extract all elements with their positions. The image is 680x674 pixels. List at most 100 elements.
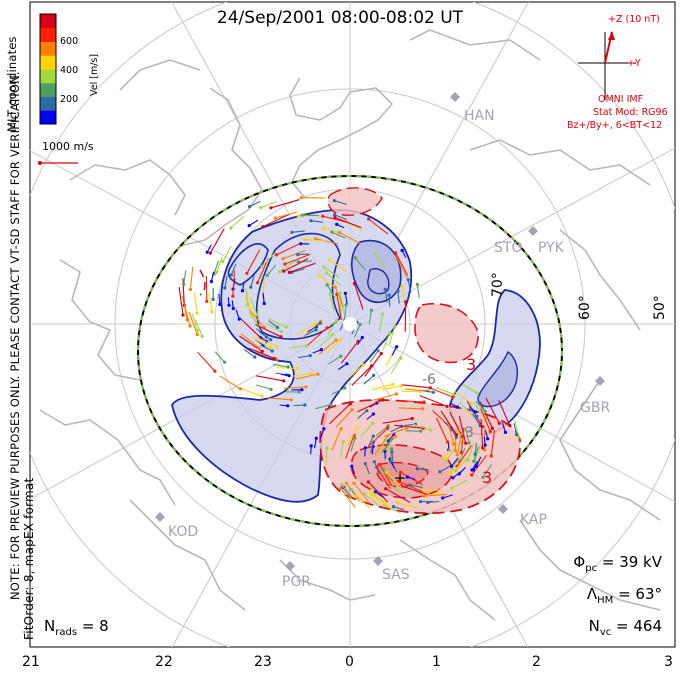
velocity-vector (397, 502, 417, 509)
velocity-vector (401, 384, 431, 389)
velocity-vector (309, 322, 321, 332)
phi-symbol: Φ (573, 553, 586, 571)
velocity-vector (355, 495, 371, 509)
velocity-vector (416, 284, 420, 299)
velocity-vector (318, 275, 336, 289)
nvc-value: = 464 (616, 617, 662, 635)
velocity-vector (319, 334, 334, 347)
velocity-vector (456, 444, 473, 467)
velocity-vector (428, 386, 454, 398)
velocity-vector (261, 253, 275, 267)
velocity-vector (398, 407, 423, 410)
velocity-vector (446, 420, 455, 445)
velocity-vector (334, 200, 347, 206)
nrads-symbol: N (44, 617, 56, 635)
velocity-vector (474, 443, 478, 455)
scale-vector (38, 161, 78, 165)
velocity-vector (407, 476, 416, 480)
velocity-vector (282, 249, 306, 260)
velocity-vector (368, 218, 389, 235)
velocity-vector (315, 238, 339, 245)
velocity-vector (357, 337, 363, 346)
velocity-vector (329, 403, 351, 425)
colorbar-tick-600: 600 (60, 36, 79, 47)
radar-count: Nrads = 8 (44, 617, 109, 638)
mlt-label-3: 3 (664, 654, 673, 670)
velocity-vector (467, 442, 475, 461)
velocity-vector (284, 386, 306, 389)
lambda-subscript: HM (597, 595, 614, 606)
velocity-vector (275, 211, 298, 219)
velocity-vector (178, 287, 184, 316)
velocity-vector (383, 427, 407, 438)
velocity-vector (468, 407, 478, 417)
colorbar-segment (40, 41, 56, 56)
velocity-vector (246, 249, 261, 274)
velocity-vector (351, 466, 356, 475)
velocity-colorbar (39, 13, 57, 125)
velocity-vector (248, 219, 259, 227)
velocity-vector (379, 463, 393, 487)
nvc-subscript: vc (599, 627, 612, 638)
nrads-value: = 8 (81, 617, 109, 635)
velocity-vector (343, 304, 347, 320)
latitude-label-50: 50° (652, 295, 668, 320)
velocity-vector (277, 367, 297, 369)
lambda-symbol: Λ (586, 585, 598, 603)
velocity-vector (210, 271, 215, 282)
velocity-vector (385, 471, 403, 488)
velocity-vector (442, 494, 453, 499)
velocity-vector (284, 253, 311, 265)
velocity-vector (255, 328, 267, 338)
velocity-vector (305, 329, 317, 336)
velocity-vector (334, 286, 345, 308)
velocity-vector (391, 451, 394, 464)
velocity-vector (326, 339, 341, 354)
dayside-red-cells (199, 187, 479, 364)
velocity-vector (382, 332, 391, 350)
velocity-vector (276, 243, 300, 256)
site-label-pyk: PYK (538, 240, 564, 256)
velocity-vector (305, 238, 326, 242)
velocity-vector (209, 228, 225, 254)
velocity-vector (371, 446, 374, 455)
imf-y-label: +Y (627, 58, 641, 69)
velocity-vector (490, 429, 496, 457)
velocity-vector (249, 297, 258, 316)
velocity-vector (336, 294, 342, 320)
velocity-vector (215, 256, 223, 273)
velocity-vector (347, 364, 364, 380)
velocity-vector (257, 334, 267, 343)
velocity-vector (315, 403, 332, 410)
velocity-vector (329, 293, 335, 311)
nvc-symbol: N (588, 617, 600, 635)
velocity-vector (394, 424, 424, 429)
colorbar-title: Vel [m/s] (89, 53, 100, 96)
velocity-vector (328, 259, 348, 272)
scale-vector-label: 1000 m/s (42, 140, 94, 153)
velocity-vector (436, 417, 449, 443)
velocity-vector (268, 318, 287, 328)
colorbar-outline (39, 13, 57, 125)
velocity-vector (446, 446, 457, 461)
mlt-label-2: 2 (532, 654, 541, 670)
velocity-vector (266, 323, 282, 333)
velocity-vector (339, 441, 344, 458)
velocity-vector (440, 410, 458, 436)
velocity-vector (424, 494, 448, 497)
colorbar-segment (40, 110, 56, 125)
velocity-vector (340, 340, 359, 364)
velocity-vector (374, 491, 384, 498)
velocity-vector (368, 481, 389, 503)
velocity-vector (218, 293, 221, 305)
velocity-vector (230, 215, 245, 229)
velocity-vector (260, 200, 277, 209)
contour-label-1: 3 (466, 355, 477, 374)
velocity-vector (283, 258, 309, 272)
coastlines (39, 29, 661, 621)
velocity-vector (401, 286, 406, 308)
velocity-vector (385, 488, 411, 503)
velocity-vector (255, 375, 284, 382)
site-label-pgr: PGR (282, 574, 312, 590)
velocity-vector (289, 262, 316, 273)
